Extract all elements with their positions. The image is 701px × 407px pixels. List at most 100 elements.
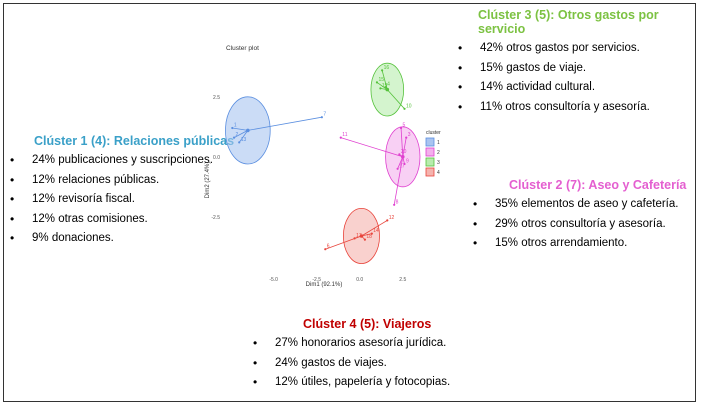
data-point (399, 126, 403, 130)
y-tick-label: 0.0 (213, 155, 220, 161)
data-point-label: 13 (241, 137, 247, 143)
data-point (339, 136, 342, 139)
cluster-1-list: 24% publicaciones y suscripciones. 12% r… (8, 151, 234, 249)
list-item: 24% publicaciones y suscripciones. (8, 151, 234, 171)
cluster-3-block: Clúster 3 (5): Otros gastos por servicio… (452, 8, 701, 117)
data-point (405, 136, 408, 139)
list-item: 29% otros consultoría y asesoría. (467, 215, 686, 235)
legend-swatch (425, 167, 435, 177)
data-point-label: 20 (401, 149, 407, 155)
data-point (320, 116, 323, 119)
cluster-1-block: Clúster 1 (4): Relaciones públicas 24% p… (8, 134, 234, 249)
cluster-1-ray (233, 130, 249, 138)
data-point-label: 7 (323, 112, 326, 118)
data-point-label: 18 (366, 234, 372, 240)
data-point (381, 69, 384, 72)
x-axis-label: Dim1 (92.1%) (306, 282, 343, 288)
x-tick-label: -2.5 (312, 277, 321, 283)
data-point (324, 248, 327, 251)
data-point-label: 4 (387, 82, 390, 88)
data-point (403, 107, 406, 110)
data-point-label: 12 (389, 215, 395, 221)
cluster-plot-svg: Cluster plot -5.0 -2.5 0.0 2.52.50.0-2.5 12… (205, 45, 441, 288)
slide-frame (3, 3, 696, 402)
list-item: 24% gastos de viajes. (247, 354, 450, 374)
x-tick-label: 0.0 (356, 277, 363, 283)
legend-label: 3 (437, 160, 440, 166)
cluster-2-center (400, 155, 405, 159)
data-point-label: 9 (406, 159, 409, 165)
list-item: 14% actividad cultural. (452, 78, 701, 98)
list-item: 35% elementos de aseo y cafetería. (467, 195, 686, 215)
data-point (396, 167, 399, 170)
y-axis-label: Dim2 (27.4%) (205, 162, 211, 199)
data-point (232, 136, 236, 139)
data-point-label: 1 (234, 123, 237, 129)
data-point-label: 15 (378, 77, 384, 83)
list-item: 15% gastos de viaje. (452, 59, 701, 79)
cluster-3-list: 42% otros gastos por servicios. 15% gast… (452, 39, 701, 117)
data-point (393, 203, 396, 206)
cluster-4-title: Clúster 4 (5): Viajeros (303, 317, 432, 331)
data-point (384, 86, 387, 89)
data-point-label: 5 (403, 123, 406, 129)
list-item: 27% honorarios asesoría jurídica. (247, 334, 450, 354)
cluster-1-ray (238, 130, 249, 143)
data-point (375, 81, 379, 84)
data-point-label: 14 (373, 228, 379, 234)
list-item: 12% revisoría fiscal. (8, 190, 234, 210)
cluster-2-ray (397, 156, 404, 169)
cluster-2-ray (340, 137, 403, 158)
data-point-label: 2 (236, 132, 239, 138)
cluster-3-title: Clúster 3 (5): Otros gastos por servicio (478, 8, 659, 36)
cluster-4-block: Clúster 4 (5): Viajeros 27% honorarios a… (247, 317, 450, 393)
cluster-2-ray (400, 127, 404, 157)
cluster-1-title: Clúster 1 (4): Relaciones públicas (34, 134, 235, 148)
list-item: 12% útiles, papelería y fotocopias. (247, 373, 450, 393)
data-point (238, 141, 241, 144)
cluster-3-ray (376, 82, 388, 90)
legend-swatch (425, 137, 435, 147)
data-point-label: 3 (408, 132, 411, 138)
x-tick-label: -5.0 (269, 277, 278, 283)
cluster-4-list: 27% honorarios asesoría jurídica. 24% ga… (247, 334, 450, 393)
data-point-label: 17 (399, 163, 405, 169)
y-tick-label: 2.5 (213, 95, 220, 101)
data-point-label: 19 (382, 83, 388, 89)
cluster-2-list: 35% elementos de aseo y cafetería. 29% o… (467, 195, 686, 254)
data-point (370, 232, 373, 235)
legend-swatch (425, 157, 435, 167)
data-point (379, 87, 382, 90)
data-point (363, 238, 367, 241)
data-point-label: 6 (327, 244, 330, 250)
data-point (386, 219, 389, 222)
cluster-1-ray (247, 116, 322, 131)
cluster-1-ray (232, 127, 248, 131)
data-point-label: 10 (406, 103, 412, 109)
data-point-label: 16 (384, 65, 390, 71)
legend-label: 4 (437, 170, 440, 176)
chart-title: Cluster plot (226, 45, 259, 52)
cluster-2-ray (402, 137, 407, 157)
cluster-3-ray (381, 70, 388, 90)
data-point (231, 126, 234, 130)
list-item: 42% otros gastos por servicios. (452, 39, 701, 59)
legend-label: 2 (437, 150, 440, 156)
data-point (398, 153, 401, 156)
cluster-4-ray (361, 220, 388, 237)
data-point (353, 237, 356, 240)
list-item: 12% otras comisiones. (8, 210, 234, 230)
cluster-1-center (246, 128, 250, 133)
legend-swatch (425, 147, 435, 157)
cluster-3-ray (386, 89, 405, 110)
list-item: 15% otros arrendamiento. (467, 234, 686, 254)
cluster-2-title: Clúster 2 (7): Aseo y Cafetería (509, 178, 687, 192)
list-item: 11% otros consultoría y asesoría. (452, 98, 701, 118)
cluster-2-block: Clúster 2 (7): Aseo y Cafetería 35% elem… (467, 178, 686, 254)
data-point-label: 11 (342, 132, 347, 138)
cluster-2-ray (393, 156, 404, 205)
data-point-label: 17 (356, 233, 362, 239)
data-point-label: 8 (396, 199, 399, 205)
legend-label: 1 (437, 140, 440, 146)
cluster-4-center (359, 234, 364, 238)
